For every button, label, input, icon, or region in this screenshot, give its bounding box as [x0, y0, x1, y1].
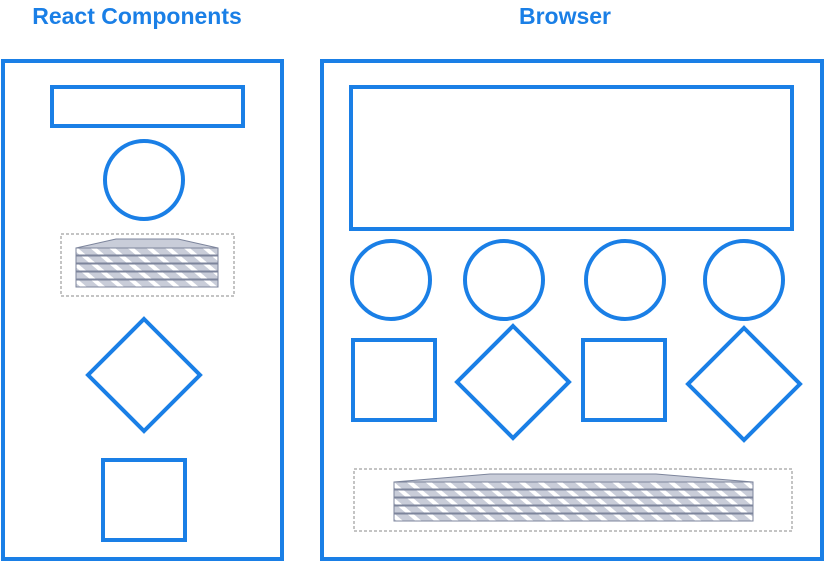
browser-title: Browser: [519, 3, 611, 29]
react-circle-component: [103, 139, 185, 221]
browser-layer-stack-component: [353, 468, 793, 532]
react-components-panel: [1, 59, 284, 561]
browser-square-1: [351, 338, 437, 422]
browser-diamond-2: [685, 325, 803, 443]
browser-rectangle-component: [349, 85, 794, 231]
browser-layer-4: [393, 505, 754, 514]
browser-layer-3: [393, 497, 754, 506]
react-layer-stack-frame: [60, 233, 235, 297]
react-diamond-component: [85, 316, 203, 434]
browser-layer-5: [393, 513, 754, 522]
browser-circle-2: [463, 239, 545, 321]
browser-layer-stack-top: [393, 473, 754, 483]
react-layer-stack-top: [75, 238, 219, 249]
react-layer-4: [75, 271, 219, 280]
react-layer-5: [75, 279, 219, 288]
react-rectangle-component: [50, 85, 245, 128]
browser-panel: [320, 59, 824, 561]
browser-diamond-1: [454, 323, 572, 441]
browser-layer-2: [393, 489, 754, 498]
browser-circle-4: [703, 239, 785, 321]
react-components-title: React Components: [32, 3, 242, 29]
browser-layer-1: [393, 481, 754, 490]
react-layer-stack-component: [60, 233, 235, 297]
browser-circle-1: [350, 239, 432, 321]
react-layer-3: [75, 263, 219, 272]
react-layer-1: [75, 247, 219, 256]
react-layer-2: [75, 255, 219, 264]
browser-circle-3: [584, 239, 666, 321]
browser-square-2: [581, 338, 667, 422]
react-square-component: [101, 458, 187, 542]
